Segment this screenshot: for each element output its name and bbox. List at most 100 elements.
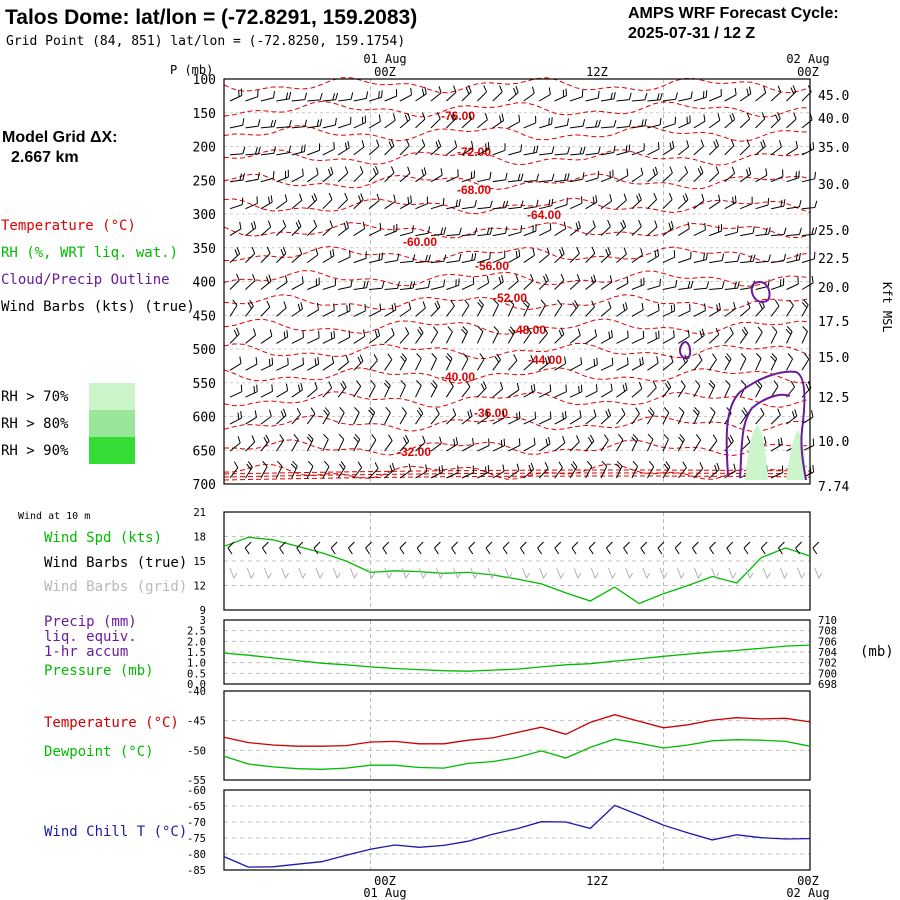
legend-pressure: Pressure (mb)	[44, 663, 154, 679]
upper-wind-barb	[492, 143, 506, 156]
legend-dewpoint: Dewpoint (°C)	[44, 744, 154, 760]
upper-wind-barb	[523, 273, 534, 290]
upper-wind-barb	[384, 462, 395, 479]
upper-wind-barb	[384, 224, 398, 237]
upper-wind-barb	[445, 326, 453, 344]
upper-wind-barb	[245, 274, 256, 290]
upper-wind-barb	[554, 436, 566, 452]
wind-barb-grid	[418, 567, 427, 580]
upper-wind-barb	[245, 328, 257, 344]
upper-wind-barb	[307, 302, 319, 317]
wind-barb-grid	[298, 567, 307, 580]
temperature-contour-label: -72.00	[457, 145, 491, 159]
upper-wind-barb	[322, 330, 335, 344]
series-line-0	[223, 804, 811, 868]
upper-wind-barb	[229, 411, 242, 425]
upper-wind-barb	[353, 354, 364, 371]
upper-wind-barb	[724, 301, 736, 317]
upper-wind-barb	[383, 380, 391, 398]
upper-wind-barb	[693, 193, 705, 210]
upper-wind-barb	[801, 251, 816, 264]
upper-wind-barb	[446, 253, 462, 264]
upper-wind-barb	[260, 274, 272, 290]
wind-barb-true	[743, 541, 751, 555]
wind-barb-grid	[332, 567, 341, 580]
upper-wind-barb	[678, 303, 691, 317]
upper-wind-barb	[693, 462, 704, 479]
upper-wind-barb	[399, 225, 414, 237]
upper-wind-barb	[801, 227, 818, 237]
temperature-contour-line	[223, 173, 811, 190]
kft-tick-label: 7.74	[818, 480, 849, 495]
upper-wind-barb	[554, 299, 563, 317]
wind-barb-true	[657, 541, 665, 555]
upper-wind-barb	[415, 226, 431, 237]
upper-wind-barb	[585, 357, 598, 371]
cycle-label: AMPS WRF Forecast Cycle:	[628, 5, 839, 22]
upper-wind-barb	[755, 112, 766, 129]
temperature-contour-line	[224, 439, 811, 457]
upper-wind-barb	[245, 220, 257, 236]
upper-wind-barb	[554, 411, 567, 425]
wind-barb-grid	[659, 567, 668, 580]
y-tick-label: -70	[187, 817, 206, 829]
upper-wind-barb	[554, 221, 567, 237]
upper-wind-barb	[384, 281, 400, 290]
upper-wind-barb	[337, 406, 345, 425]
upper-wind-barb	[631, 277, 645, 290]
upper-wind-barb	[368, 353, 378, 371]
upper-wind-barb	[770, 353, 778, 371]
upper-wind-barb	[477, 227, 493, 237]
temperature-contour-line	[223, 472, 811, 478]
wind-barb-grid	[728, 567, 737, 580]
upper-wind-barb	[322, 356, 335, 371]
y-right-tick-label: 700	[818, 668, 837, 680]
wind-barb-true	[279, 541, 286, 555]
upper-wind-barb	[276, 275, 288, 290]
upper-wind-barb	[569, 274, 581, 290]
upper-wind-barb	[353, 221, 366, 237]
upper-wind-barb	[708, 434, 718, 452]
upper-wind-barb	[275, 460, 283, 479]
upper-wind-barb	[337, 355, 349, 371]
upper-wind-barb	[647, 192, 658, 210]
upper-wind-barb	[399, 353, 407, 371]
upper-wind-barb	[786, 227, 802, 237]
upper-wind-barb	[507, 299, 515, 317]
wind-barb-true	[399, 541, 407, 555]
grid-point-label: Grid Point (84, 851) lat/lon = (-72.8250…	[6, 34, 405, 49]
upper-wind-barb	[554, 327, 565, 344]
temperature-contour-line	[223, 222, 811, 239]
upper-wind-barb	[229, 221, 242, 237]
upper-wind-barb	[229, 118, 245, 129]
upper-wind-barb	[492, 353, 501, 371]
upper-wind-barb	[307, 118, 323, 129]
wind-barb-true	[365, 541, 372, 555]
upper-wind-barb	[322, 303, 335, 317]
upper-wind-barb	[275, 434, 285, 452]
upper-wind-barb	[229, 146, 246, 156]
upper-wind-barb	[229, 173, 245, 183]
upper-wind-barb	[709, 224, 722, 237]
bottom-tick-label-12z: 12Z	[586, 874, 608, 888]
wind-barb-grid	[435, 567, 444, 580]
upper-wind-barb	[600, 460, 608, 479]
upper-wind-barb	[446, 112, 457, 129]
upper-wind-barb	[523, 199, 539, 210]
temperature-contour-label: -32.00	[397, 445, 431, 459]
upper-wind-barb	[229, 384, 243, 398]
wind-barb-true	[726, 541, 734, 555]
upper-wind-barb	[415, 464, 428, 479]
upper-wind-barb	[585, 300, 595, 317]
upper-wind-barb	[554, 173, 570, 183]
upper-wind-barb	[368, 462, 379, 479]
temperature-contours: -76.00 -72.00 -68.00 -64.00 -60.00 -56.00 -52.…	[223, 77, 811, 481]
upper-wind-barb	[322, 166, 334, 183]
upper-wind-barb	[229, 327, 240, 344]
upper-wind-barb	[291, 407, 301, 425]
upper-wind-barb	[631, 118, 647, 129]
upper-wind-barb	[353, 280, 369, 290]
upper-wind-barb	[554, 461, 563, 479]
upper-wind-barb	[260, 146, 277, 156]
upper-wind-barb	[476, 353, 485, 371]
